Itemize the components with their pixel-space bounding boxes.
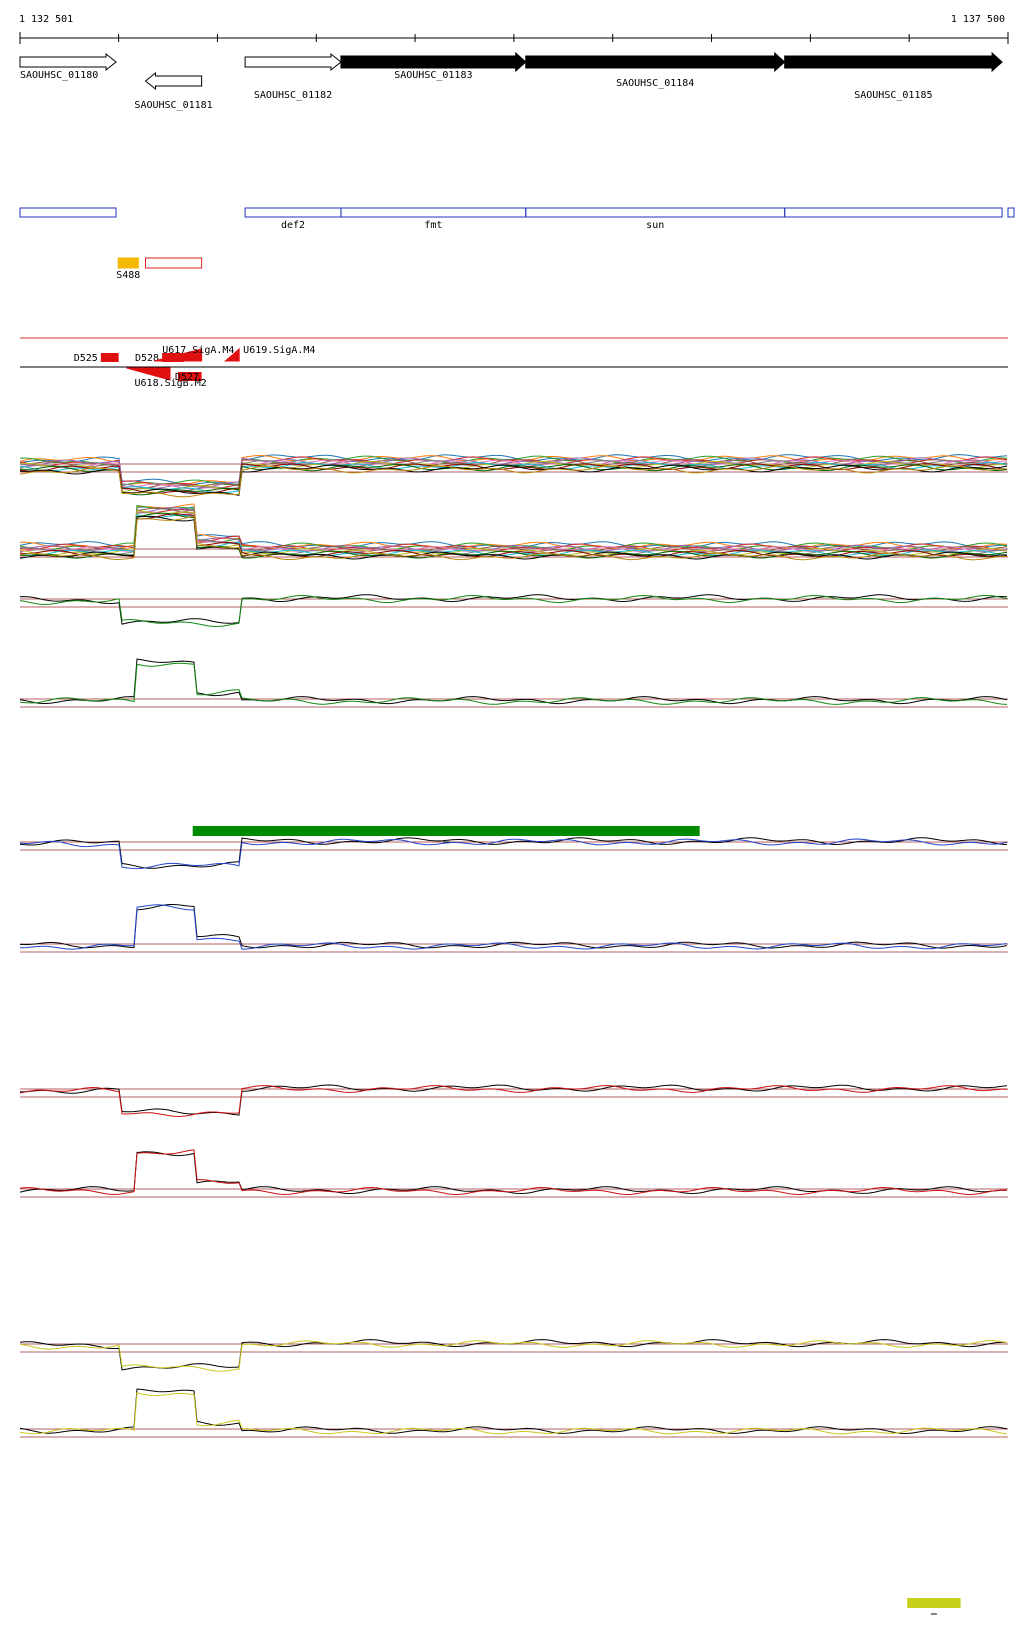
segment-label: U617.SigA.M4	[162, 345, 234, 356]
operon-label: def2	[281, 220, 305, 231]
gene-label: SAOUHSC_01180	[20, 70, 98, 81]
operon-box[interactable]	[525, 207, 786, 218]
operon-box[interactable]	[244, 207, 342, 218]
expression-profile	[19, 463, 1008, 496]
srna-box[interactable]	[145, 257, 203, 269]
segment-label: D527	[175, 372, 199, 383]
promoter-mark[interactable]	[224, 347, 240, 362]
expression-profile	[19, 515, 1007, 561]
gene-arrow[interactable]	[784, 51, 1003, 73]
segment-label: U618.SigB.M2	[135, 378, 207, 389]
gene-label: SAOUHSC_01181	[134, 100, 212, 111]
expression-profile	[19, 464, 1008, 496]
operon-label: sun	[646, 220, 664, 231]
operon-box[interactable]	[340, 207, 527, 218]
segment-label: U619.SigA.M4	[243, 345, 315, 356]
ruler-ticks	[19, 32, 1009, 44]
operon-box[interactable]	[19, 207, 117, 218]
expression-profile	[19, 594, 1008, 628]
operon-label: fmt	[424, 220, 442, 231]
expression-profile	[19, 837, 1008, 869]
expression-profile	[19, 458, 1008, 490]
green-region-bar[interactable]	[192, 826, 700, 836]
expression-profile	[19, 904, 1008, 950]
expression-tracks	[19, 454, 1008, 1438]
operon-track: def2 fmt sun	[19, 207, 1015, 231]
gene-label: SAOUHSC_01183	[394, 70, 472, 81]
expression-profile	[19, 838, 1008, 870]
srna-label: S488	[116, 270, 140, 281]
promoter-mark[interactable]	[154, 348, 203, 362]
segment-label: D528	[135, 353, 159, 364]
expression-profile	[19, 507, 1008, 552]
expression-profile	[19, 465, 1007, 498]
segment-block[interactable]	[177, 372, 202, 381]
segment-label: D525	[74, 353, 98, 364]
expression-profile	[19, 512, 1008, 559]
promoter-mark[interactable]	[126, 367, 171, 381]
gene-label: SAOUHSC_01182	[254, 90, 332, 101]
expression-profile	[19, 1388, 1008, 1435]
region-bars	[192, 826, 961, 1615]
gene-track: SAOUHSC_01180 SAOUHSC_01181 SAOUHSC_01182 S…	[19, 51, 1003, 111]
srna-box[interactable]	[117, 257, 139, 269]
gene-label: SAOUHSC_01185	[854, 90, 932, 101]
yellow-region-bar[interactable]	[907, 1598, 961, 1608]
expression-profile	[19, 1085, 1008, 1118]
expression-profile	[19, 504, 1008, 551]
operon-box[interactable]	[784, 207, 1003, 218]
expression-profile	[19, 594, 1008, 625]
expression-profile	[19, 1149, 1008, 1196]
expression-profile	[19, 1340, 1008, 1372]
gene-arrow[interactable]	[144, 71, 203, 91]
expression-profile	[19, 658, 1008, 705]
ruler-start-label: 1 132 501	[19, 14, 73, 25]
segment-block[interactable]	[100, 353, 119, 362]
coordinate-ruler: 1 132 501 1 137 500	[19, 14, 1009, 44]
expression-profile	[19, 904, 1008, 949]
srna-track: S488	[116, 257, 203, 281]
gene-arrow[interactable]	[525, 51, 786, 73]
gene-arrow[interactable]	[340, 51, 527, 73]
expression-profile	[19, 1151, 1008, 1195]
gene-arrow[interactable]	[19, 52, 117, 72]
gene-arrow[interactable]	[244, 52, 342, 72]
ruler-end-label: 1 137 500	[951, 14, 1005, 25]
expression-profile	[19, 1084, 1008, 1116]
expression-profile	[19, 1392, 1008, 1435]
gene-label: SAOUHSC_01184	[616, 78, 694, 89]
operon-box	[1007, 207, 1015, 218]
expression-profile	[19, 662, 1008, 705]
